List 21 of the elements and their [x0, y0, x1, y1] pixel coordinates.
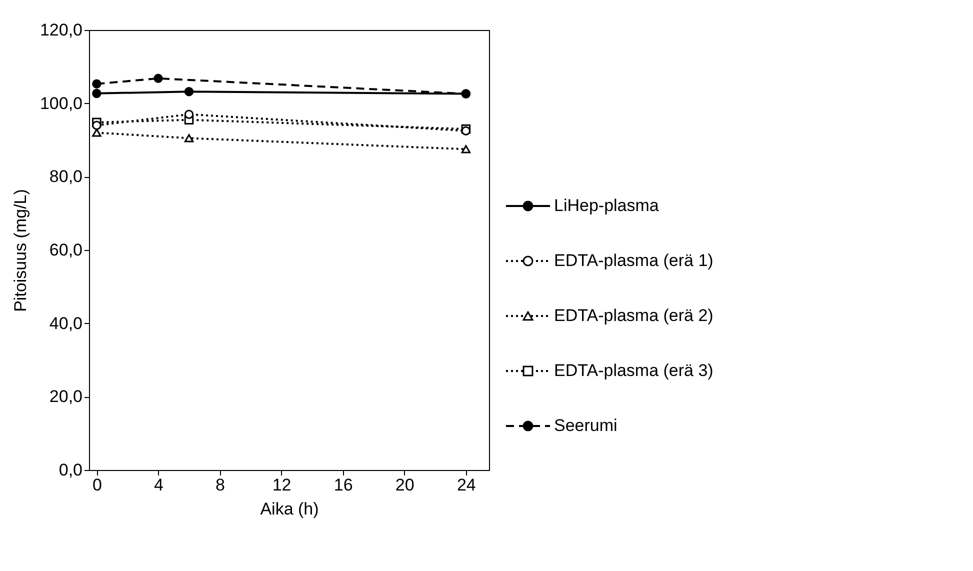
- x-tick-label: 16: [334, 476, 353, 494]
- y-tick-label: 0,0: [58, 460, 82, 480]
- x-tick-label: 12: [272, 476, 292, 494]
- x-tick-label: 20: [395, 476, 414, 494]
- x-tick-label: 8: [216, 476, 226, 494]
- x-tick-label: 4: [154, 476, 164, 494]
- y-axis-title: Pitoisuus (mg/L): [10, 189, 30, 312]
- y-tick-label: 100,0: [40, 94, 82, 113]
- x-axis-title: Aika (h): [260, 500, 319, 518]
- x-tick-label: 0: [92, 476, 102, 494]
- y-tick-label: 60,0: [49, 240, 82, 260]
- legend-label: EDTA-plasma (erä 3): [554, 361, 714, 380]
- legend-label: EDTA-plasma (erä 1): [554, 251, 714, 270]
- y-tick-label: 20,0: [49, 387, 82, 406]
- legend-label: EDTA-plasma (erä 2): [554, 306, 714, 325]
- legend-label: LiHep-plasma: [554, 196, 660, 215]
- x-tick-label: 24: [456, 476, 476, 494]
- y-tick-label: 40,0: [49, 314, 82, 333]
- legend-label: Seerumi: [554, 416, 618, 435]
- y-tick-label: 80,0: [49, 167, 82, 186]
- y-tick-label: 120,0: [40, 20, 82, 40]
